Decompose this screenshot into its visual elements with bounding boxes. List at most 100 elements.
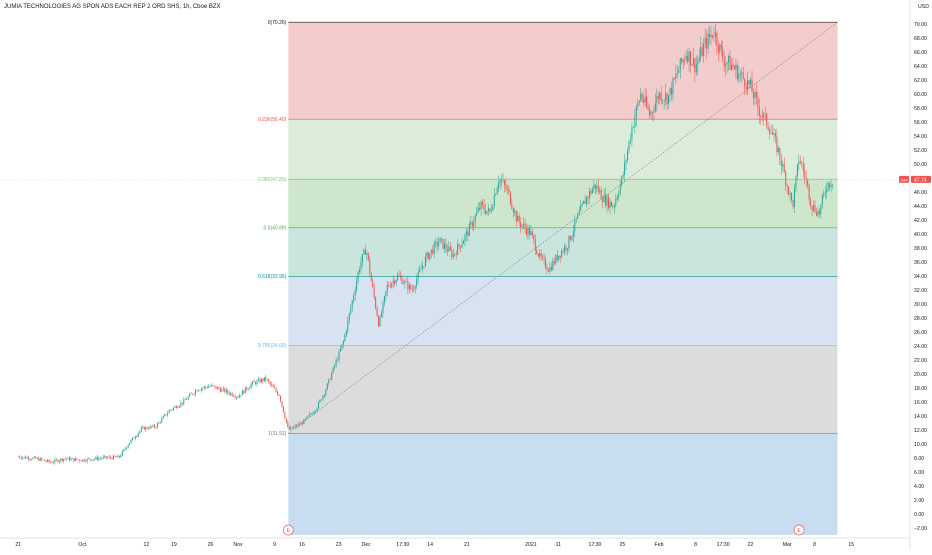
candle-body — [811, 205, 813, 211]
candle-body — [779, 147, 781, 160]
candle-body — [328, 378, 330, 384]
candle-body — [785, 172, 787, 186]
candle-body — [495, 194, 497, 196]
candle-body — [225, 389, 227, 393]
candle-body — [215, 386, 217, 389]
candle-body — [401, 277, 403, 284]
candle-body — [205, 386, 207, 388]
candle-body — [772, 132, 774, 135]
y-tick-label: 44.00 — [914, 204, 927, 210]
candle-body — [405, 280, 407, 282]
candle-body — [483, 204, 485, 211]
candle-body — [199, 390, 201, 391]
candle-body — [673, 78, 675, 79]
candle-body — [55, 459, 57, 460]
price-axis[interactable]: 70.00 68.00 66.00 64.00 62.00 60.00 58.00 56.00… — [909, 0, 929, 550]
candle-body — [272, 385, 274, 388]
candle-body — [606, 196, 608, 206]
candle-body — [395, 280, 397, 284]
x-tick-label: Feb — [655, 542, 664, 548]
candle-body — [351, 300, 353, 309]
y-tick-label: 50.00 — [914, 162, 927, 168]
candle-body — [482, 201, 484, 205]
candle-body — [224, 388, 226, 393]
x-tick-label: 16 — [299, 542, 305, 548]
candle-body — [493, 195, 495, 207]
candle-body — [376, 308, 378, 317]
candle-body — [610, 201, 612, 207]
candle-body — [755, 92, 757, 98]
candle-body — [108, 456, 110, 458]
candle-body — [665, 93, 667, 101]
candle-body — [624, 162, 626, 175]
candle-body — [738, 73, 740, 80]
candle-body — [216, 387, 218, 389]
candle-body — [269, 381, 271, 385]
candle-body — [605, 194, 607, 206]
candle-body — [152, 425, 154, 427]
y-tick-label: 60.00 — [914, 92, 927, 98]
candle-body — [621, 176, 623, 185]
candle-body — [309, 413, 311, 416]
candle-body — [275, 388, 277, 392]
candle-body — [133, 437, 135, 439]
candle-body — [260, 378, 262, 383]
candle-body — [632, 127, 634, 128]
candle-body — [615, 199, 617, 206]
last-price-tag-label: 47.74 — [914, 178, 927, 184]
fib-band — [288, 119, 838, 180]
candle-body — [366, 252, 368, 255]
time-axis[interactable]: 21 Oct 12 19 26 Nov 9 16 23 Dec 17:30 14 21 2021 11 17:… — [0, 537, 910, 548]
candle-body — [38, 457, 40, 461]
candle-body — [821, 195, 823, 205]
fib-band — [288, 276, 838, 346]
candle-body — [82, 459, 84, 462]
candle-body — [558, 255, 560, 260]
candle-body — [490, 210, 492, 212]
candle-body — [416, 279, 418, 287]
candle-body — [758, 107, 760, 116]
candle-body — [39, 458, 41, 461]
candle-body — [320, 399, 322, 401]
candle-body — [361, 254, 363, 263]
candle-body — [613, 205, 615, 208]
y-tick-label: 38.00 — [914, 246, 927, 252]
candle-body — [165, 414, 167, 415]
fib-level-label: 1(11.52) — [268, 431, 287, 437]
candle-body — [550, 266, 552, 270]
candle-body — [244, 387, 246, 394]
candle-body — [546, 267, 548, 270]
candle-body — [622, 174, 624, 177]
candle-body — [228, 392, 230, 395]
candle-body — [159, 422, 161, 423]
candle-body — [583, 200, 585, 204]
candle-body — [63, 458, 65, 461]
candle-body — [139, 430, 141, 434]
candle-body — [575, 218, 577, 220]
candle-body — [506, 188, 508, 190]
candle-body — [284, 412, 286, 419]
candle-body — [748, 80, 750, 85]
candle-body — [206, 387, 208, 388]
candle-body — [319, 399, 321, 403]
candle-body — [126, 447, 128, 449]
candle-body — [256, 380, 258, 385]
candle-body — [580, 205, 582, 212]
fib-level-label: 0.5(40.89) — [264, 226, 287, 232]
candle-body — [259, 379, 261, 383]
candle-body — [357, 272, 359, 282]
candle-body — [687, 56, 689, 62]
candle-body — [578, 211, 580, 215]
candle-body — [430, 249, 432, 254]
x-tick-label: 9 — [273, 542, 276, 548]
x-tick-label: 12 — [144, 542, 150, 548]
candle-body — [505, 184, 507, 190]
candle-body — [499, 179, 501, 183]
candle-body — [60, 458, 62, 461]
candle-body — [728, 55, 730, 63]
candle-body — [329, 378, 331, 380]
candle-body — [171, 409, 173, 410]
chart-title: JUMIA TECHNOLOGIES AG SPON ADS EACH REP … — [4, 4, 221, 10]
